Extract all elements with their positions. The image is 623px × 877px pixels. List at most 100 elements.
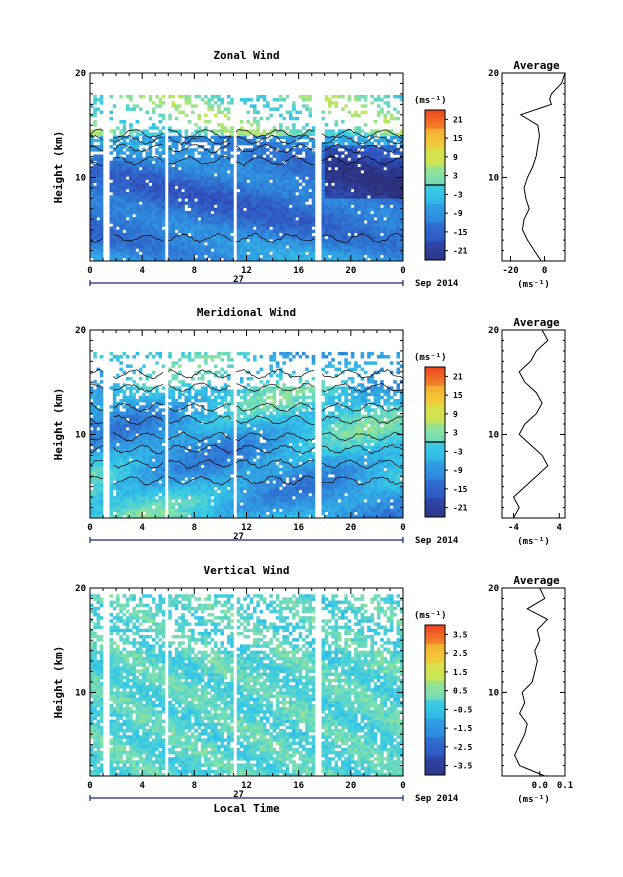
heatmap-cell [123, 399, 127, 402]
heatmap-cell [139, 471, 143, 474]
heatmap-cell [328, 248, 332, 251]
heatmap-cell [282, 255, 286, 258]
heatmap-cell [338, 252, 342, 255]
heatmap-cell [172, 399, 176, 402]
heatmap-cell [119, 242, 123, 245]
heatmap-cell [367, 211, 371, 214]
heatmap-cell [145, 227, 149, 230]
heatmap-cell [338, 129, 342, 132]
heatmap-cell [97, 220, 101, 223]
heatmap-cell [185, 139, 189, 142]
heatmap-cell [393, 180, 397, 183]
heatmap-cell [295, 227, 299, 230]
heatmap-cell [172, 186, 176, 189]
heatmap-cell [100, 468, 104, 471]
heatmap-cell [116, 505, 120, 508]
heatmap-cell [374, 255, 378, 258]
heatmap-cell [97, 455, 101, 458]
heatmap-cell [100, 223, 104, 226]
heatmap-cell [126, 186, 130, 189]
heatmap-cell [149, 192, 153, 195]
heatmap-cell [348, 189, 352, 192]
heatmap-cell [266, 198, 270, 201]
heatmap-cell [145, 437, 149, 440]
heatmap-cell [145, 223, 149, 226]
heatmap-cell [266, 223, 270, 226]
heatmap-cell [97, 465, 101, 468]
heatmap-cell [100, 173, 104, 176]
heatmap-cell [390, 180, 394, 183]
heatmap-cell [325, 227, 329, 230]
heatmap-cell [387, 198, 391, 201]
heatmap-cell [198, 114, 202, 117]
heatmap-cell [93, 427, 97, 430]
heatmap-cell [139, 211, 143, 214]
heatmap-cell [149, 427, 153, 430]
heatmap-cell [168, 192, 172, 195]
heatmap-cell [191, 242, 195, 245]
heatmap-cell [139, 195, 143, 198]
heatmap-cell [224, 126, 228, 129]
heatmap-cell [110, 480, 114, 483]
heatmap-cell [116, 393, 120, 396]
heatmap-cell [194, 139, 198, 142]
heatmap-cell [321, 245, 325, 248]
heatmap-cell [132, 393, 136, 396]
heatmap-cell [123, 458, 127, 461]
heatmap-cell [367, 189, 371, 192]
heatmap-cell [145, 217, 149, 220]
heatmap-cell [185, 242, 189, 245]
heatmap-cell [344, 211, 348, 214]
heatmap-cell [126, 95, 130, 98]
heatmap-cell [263, 186, 267, 189]
heatmap-cell [266, 195, 270, 198]
heatmap-cell [139, 455, 143, 458]
heatmap-cell [207, 252, 211, 255]
heatmap-cell [142, 220, 146, 223]
heatmap-cell [393, 170, 397, 173]
heatmap-cell [123, 173, 127, 176]
heatmap-cell [282, 211, 286, 214]
heatmap-cell [325, 123, 329, 126]
heatmap-cell [132, 167, 136, 170]
heatmap-cell [282, 220, 286, 223]
heatmap-cell [123, 496, 127, 499]
heatmap-cell [93, 252, 97, 255]
heatmap-cell [123, 430, 127, 433]
heatmap-cell [312, 151, 316, 154]
heatmap-cell [335, 95, 339, 98]
heatmap-cell [256, 255, 260, 258]
heatmap-cell [341, 236, 345, 239]
colorbar-tick-label: -21 [453, 247, 468, 256]
heatmap-cell [162, 173, 166, 176]
heatmap-cell [126, 164, 130, 167]
heatmap-cell [312, 180, 316, 183]
heatmap-cell [168, 164, 172, 167]
heatmap-cell [113, 455, 117, 458]
heatmap-cell [172, 208, 176, 211]
heatmap-cell [97, 192, 101, 195]
heatmap-cell [119, 487, 123, 490]
heatmap-cell [188, 245, 192, 248]
heatmap-cell [230, 170, 234, 173]
heatmap-cell [321, 208, 325, 211]
heatmap-cell [370, 180, 374, 183]
heatmap-cell [126, 107, 130, 110]
heatmap-cell [97, 167, 101, 170]
heatmap-cell [308, 214, 312, 217]
heatmap-cell [377, 217, 381, 220]
heatmap-cell [116, 208, 120, 211]
heatmap-cell [181, 227, 185, 230]
heatmap-cell [289, 248, 293, 251]
heatmap-cell [351, 230, 355, 233]
heatmap-cell [110, 405, 114, 408]
heatmap-cell [361, 161, 365, 164]
heatmap-cell [168, 355, 172, 358]
heatmap-cell [181, 252, 185, 255]
heatmap-cell [341, 223, 345, 226]
heatmap-cell [282, 242, 286, 245]
heatmap-cell [220, 198, 224, 201]
heatmap-cell [113, 255, 117, 258]
heatmap-cell [214, 208, 218, 211]
heatmap-cell [335, 252, 339, 255]
